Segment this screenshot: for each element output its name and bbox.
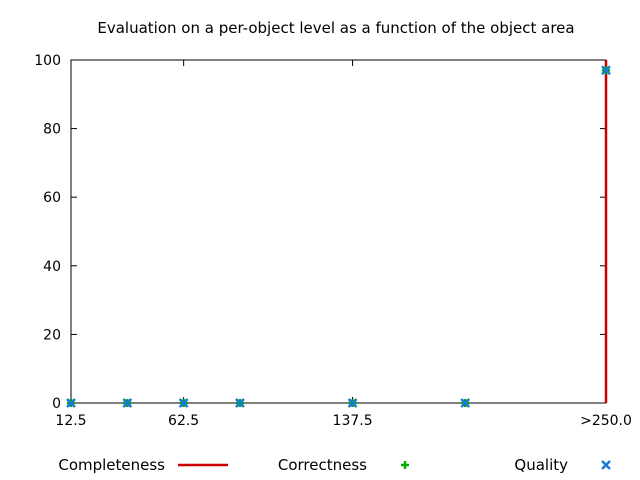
quality-point-b — [235, 398, 245, 408]
y-tick-label: 20 — [43, 327, 61, 343]
legend-plus-swatch — [401, 461, 409, 469]
y-tick-label: 0 — [52, 396, 61, 412]
quality-point — [122, 398, 133, 408]
legend-label: Correctness — [278, 456, 367, 474]
quality-point — [347, 398, 358, 408]
quality-point — [601, 65, 611, 76]
y-axis: 0 20 40 60 80 100 — [34, 53, 606, 412]
series-quality — [66, 65, 611, 408]
quality-point-b — [122, 398, 133, 408]
quality-point-b — [66, 398, 76, 408]
quality-point-b — [347, 398, 358, 408]
y-tick-label: 100 — [34, 53, 61, 69]
quality-point — [235, 398, 245, 408]
plot-frame — [70, 59, 607, 404]
x-axis: 12.5 62.5 137.5 >250.0 — [55, 60, 632, 429]
y-tick-label: 60 — [43, 190, 61, 206]
legend: Completeness Correctness Quality — [58, 456, 611, 474]
legend-cross-swatch-b — [601, 460, 611, 470]
quality-point-b — [178, 398, 189, 408]
legend-label: Quality — [514, 456, 568, 474]
quality-point-b — [601, 65, 611, 76]
data-marks — [66, 60, 611, 408]
series-correctness — [67, 66, 610, 407]
quality-point — [66, 398, 76, 408]
x-tick-label: 12.5 — [55, 413, 86, 429]
legend-label: Completeness — [58, 456, 165, 474]
x-tick-label: 62.5 — [168, 413, 199, 429]
y-tick-label: 40 — [43, 259, 61, 275]
quality-point-b — [460, 398, 471, 408]
quality-point — [460, 398, 471, 408]
chart-title: Evaluation on a per-object level as a fu… — [97, 19, 574, 37]
x-tick-label: 137.5 — [333, 413, 373, 429]
legend-cross-swatch — [601, 460, 611, 470]
x-tick-label: >250.0 — [580, 413, 632, 429]
quality-point — [178, 398, 189, 408]
y-tick-label: 80 — [43, 122, 61, 138]
